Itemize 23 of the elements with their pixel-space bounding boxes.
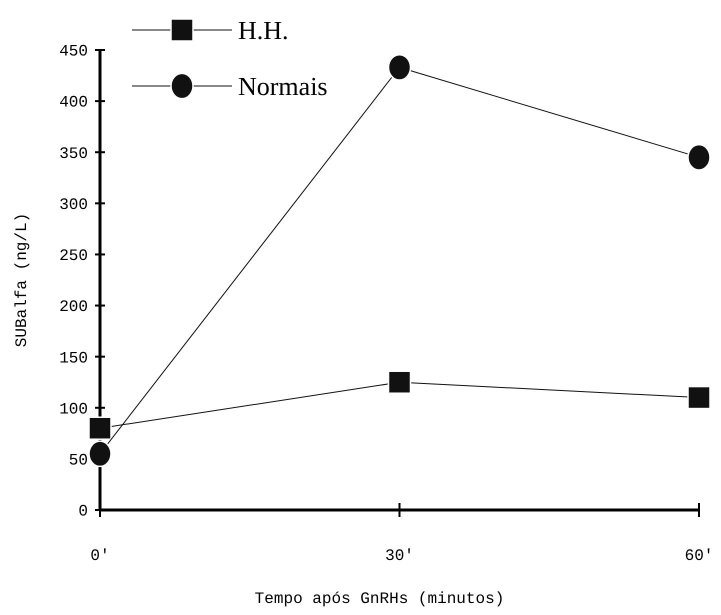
y-tick-label: 250	[59, 247, 88, 266]
point	[388, 370, 412, 394]
x-axis-title: Tempo após GnRHs (minutos)	[254, 590, 504, 608]
legend-label: H.H.	[238, 16, 289, 46]
point	[88, 416, 112, 440]
point	[687, 144, 711, 171]
y-axis-title: SUBalfa (ng/L)	[13, 212, 31, 348]
point	[388, 54, 412, 81]
x-tick-label: 30'	[385, 547, 414, 565]
y-tick-label: 150	[59, 349, 88, 368]
y-tick-label: 50	[68, 451, 88, 470]
point	[88, 440, 112, 468]
point	[687, 386, 711, 410]
x-tick-label: 0'	[90, 547, 110, 565]
y-tick-label: 300	[59, 196, 88, 214]
y-tick-label: 450	[59, 42, 88, 61]
y-tick-label: 400	[59, 94, 88, 112]
x-tick-label: 60'	[684, 547, 714, 565]
y-tick-label: 200	[59, 298, 88, 316]
y-tick-label: 100	[59, 400, 88, 418]
y-tick-label: 0	[78, 502, 88, 521]
y-tick-label: 350	[59, 144, 88, 163]
legend-label: Normais	[238, 72, 328, 102]
